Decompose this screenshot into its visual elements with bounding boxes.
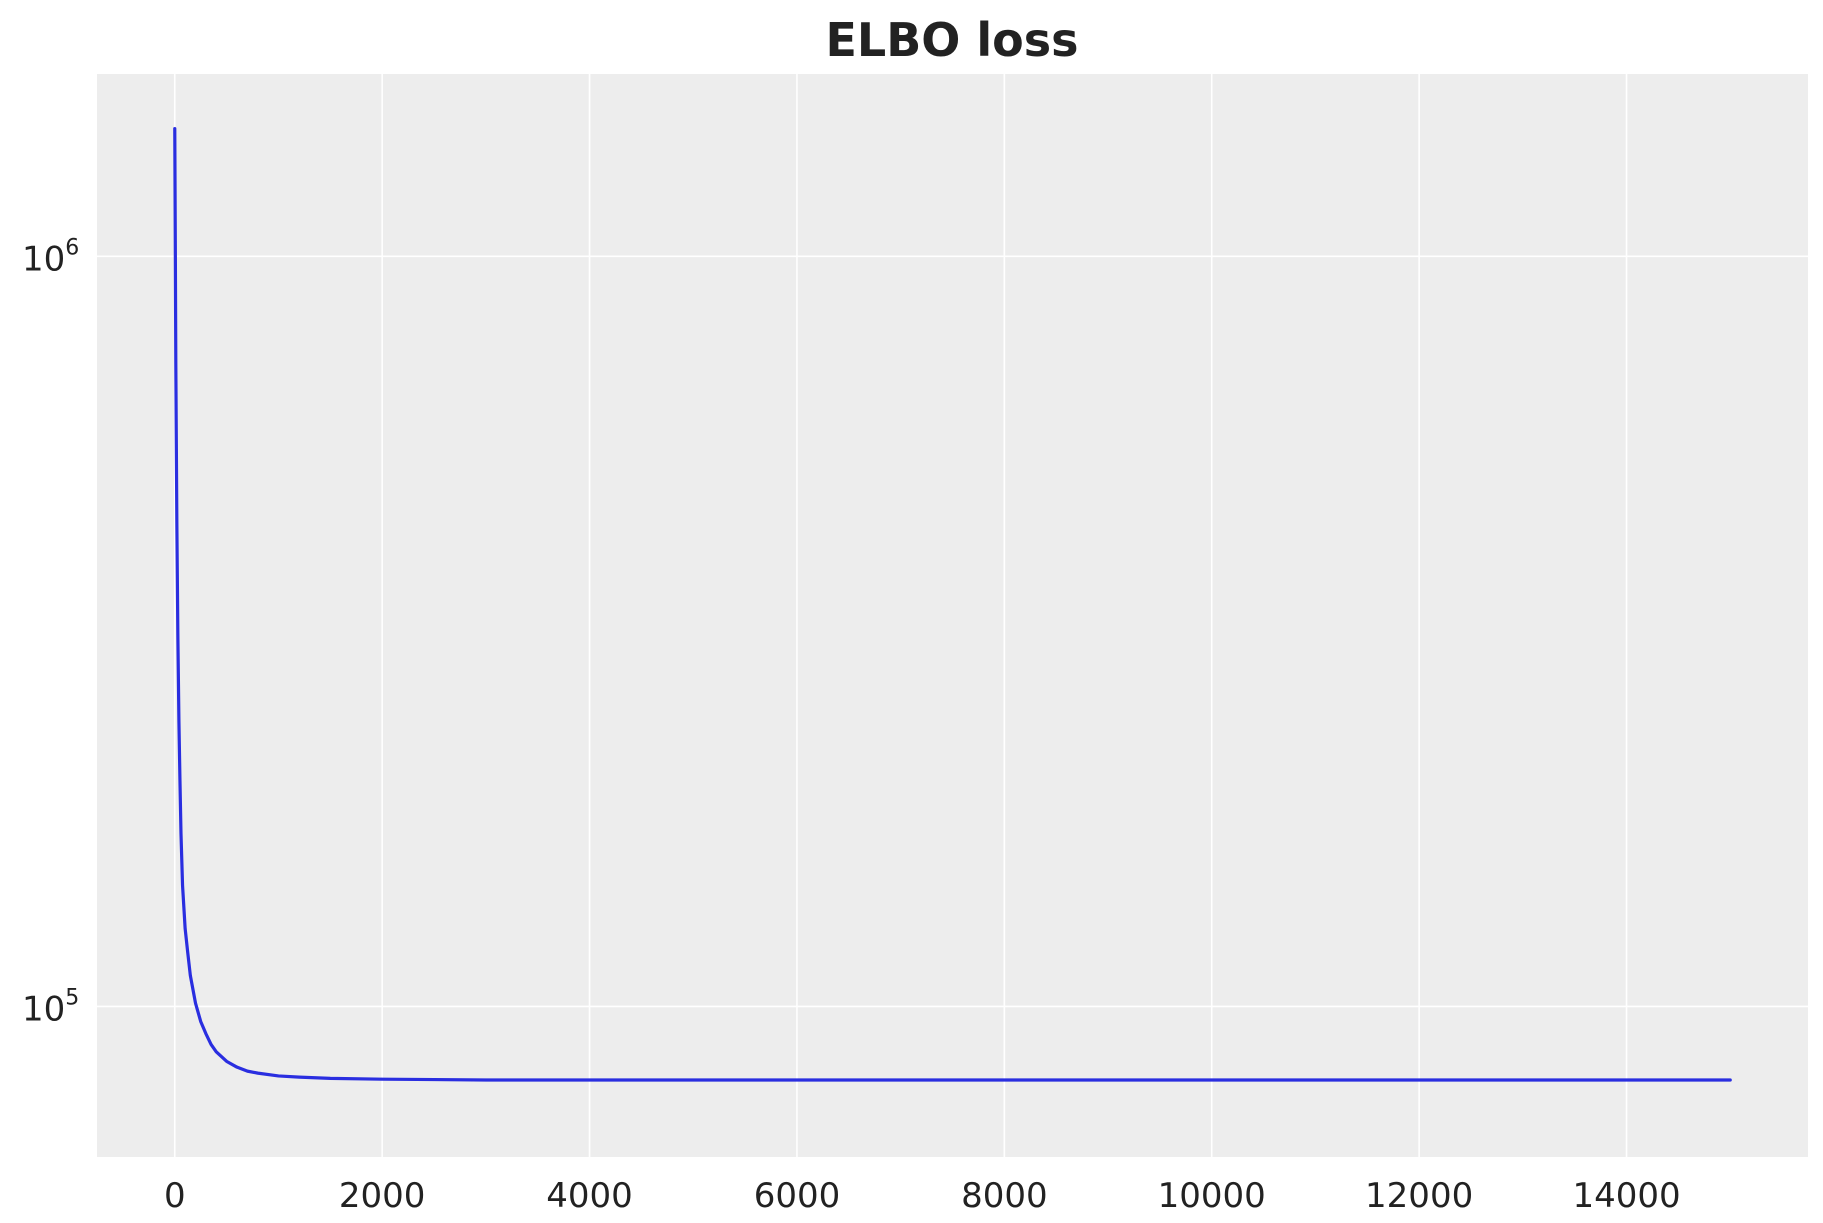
series-line-0 bbox=[173, 126, 1732, 1082]
plot-background bbox=[97, 74, 1808, 1157]
grid bbox=[97, 74, 1808, 1157]
y-tick-label: 106 bbox=[22, 235, 79, 279]
y-tick-label: 105 bbox=[22, 985, 79, 1029]
x-tick-label: 12000 bbox=[1365, 1176, 1473, 1216]
x-tick-label: 0 bbox=[164, 1176, 186, 1216]
x-tick-labels: 0 2000 4000 6000 8000 10000 12000 14000 bbox=[164, 1176, 1681, 1216]
x-tick-label: 14000 bbox=[1572, 1176, 1680, 1216]
x-tick-label: 10000 bbox=[1158, 1176, 1266, 1216]
series-layer bbox=[173, 126, 1732, 1082]
chart-title: ELBO loss bbox=[825, 13, 1078, 67]
x-tick-label: 8000 bbox=[961, 1176, 1048, 1216]
y-tick-labels: 105 106 bbox=[22, 235, 79, 1029]
x-tick-label: 6000 bbox=[754, 1176, 841, 1216]
x-tick-label: 4000 bbox=[546, 1176, 633, 1216]
x-tick-label: 2000 bbox=[339, 1176, 426, 1216]
